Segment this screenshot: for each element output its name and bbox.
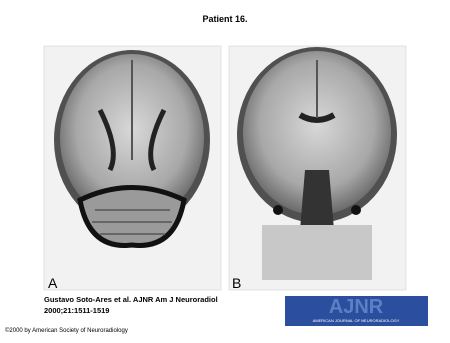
panel-label: A xyxy=(48,275,58,291)
slide-title: Patient 16. xyxy=(202,14,247,24)
panel-label: B xyxy=(232,275,241,291)
logo-mark: AJNR xyxy=(329,296,384,318)
journal-logo: AJNR AMERICAN JOURNAL OF NEURORADIOLOGY xyxy=(285,296,428,326)
logo-caption: AMERICAN JOURNAL OF NEURORADIOLOGY xyxy=(313,318,400,323)
mri-panel-a: A xyxy=(43,45,222,291)
citation: Gustavo Soto-Ares et al. AJNR Am J Neuro… xyxy=(44,295,218,304)
copyright: ©2000 by American Society of Neuroradiol… xyxy=(5,327,128,334)
citation: 2000;21:1511-1519 xyxy=(44,306,109,315)
mri-panel-b: B xyxy=(228,45,407,291)
